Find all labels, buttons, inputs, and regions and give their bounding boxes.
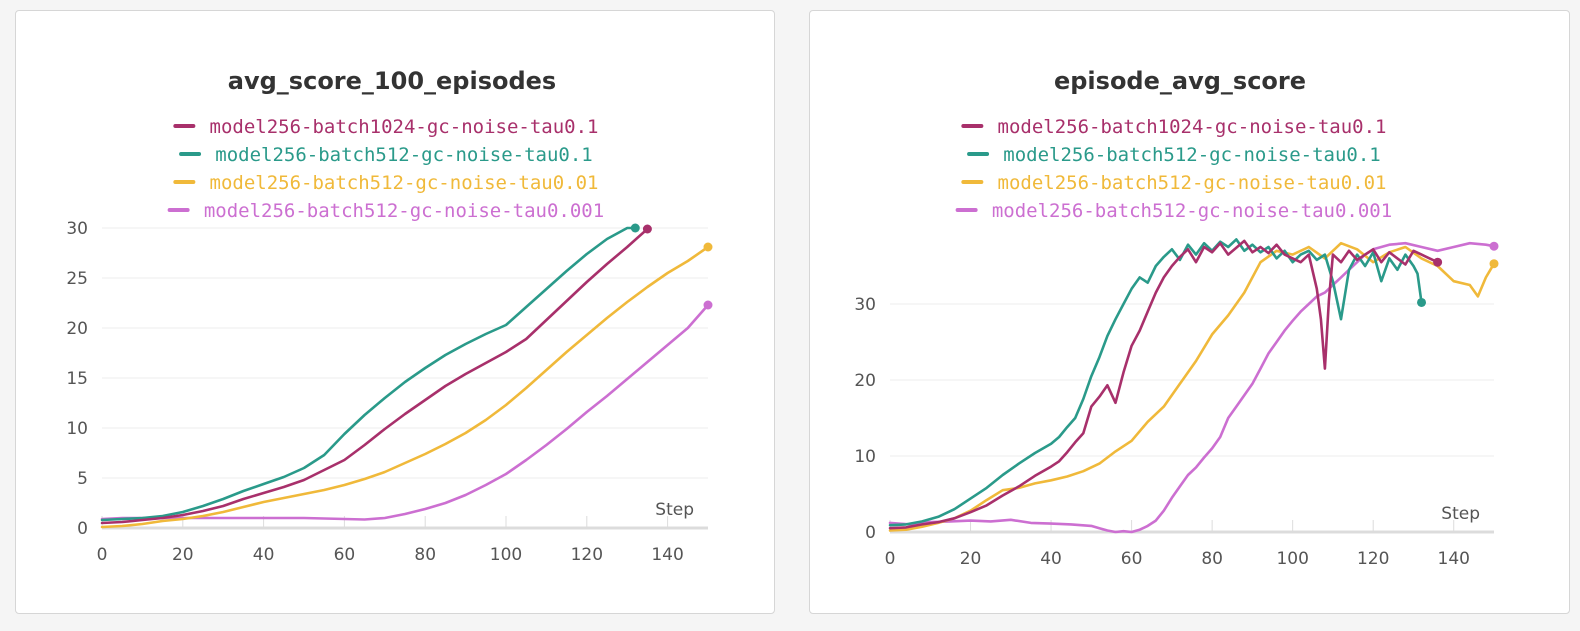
series-end-point[interactable] bbox=[1489, 259, 1499, 269]
y-tick-label: 15 bbox=[66, 369, 88, 389]
series-end-point[interactable] bbox=[703, 242, 713, 252]
chart-panel-avg-score-100-episodes: avg_score_100_episodes model256-batch1024… bbox=[15, 10, 775, 614]
y-tick-label: 20 bbox=[66, 319, 88, 339]
series-line[interactable] bbox=[100, 303, 710, 521]
series-end-point[interactable] bbox=[630, 223, 640, 233]
series-line[interactable] bbox=[100, 227, 649, 525]
y-tick-label: 5 bbox=[77, 469, 88, 489]
chart-title: avg_score_100_episodes bbox=[228, 67, 556, 95]
legend-item[interactable]: model256-batch512-gc-noise-tau0.001 bbox=[167, 200, 605, 222]
chart-panel-episode-avg-score: episode_avg_score model256-batch1024-gc-n… bbox=[809, 10, 1570, 614]
legend-item[interactable]: model256-batch1024-gc-noise-tau0.1 bbox=[173, 116, 599, 138]
legend-label: model256-batch512-gc-noise-tau0.1 bbox=[215, 144, 593, 166]
line-chart-avg-score-100-episodes: avg_score_100_episodes model256-batch1024… bbox=[66, 67, 713, 565]
series-line[interactable] bbox=[888, 238, 1423, 527]
x-tick-label: 0 bbox=[885, 549, 896, 569]
legend-label: model256-batch512-gc-noise-tau0.01 bbox=[998, 172, 1387, 194]
legend-item[interactable]: model256-batch512-gc-noise-tau0.01 bbox=[173, 172, 599, 194]
series-line[interactable] bbox=[100, 245, 710, 529]
y-tick-label: 10 bbox=[66, 419, 88, 439]
x-tick-label: 60 bbox=[334, 545, 356, 565]
legend-item[interactable]: model256-batch512-gc-noise-tau0.001 bbox=[955, 200, 1393, 222]
y-tick-label: 25 bbox=[66, 269, 88, 289]
series-line[interactable] bbox=[888, 241, 1496, 534]
x-tick-label: 80 bbox=[1201, 549, 1223, 569]
series-end-point[interactable] bbox=[703, 300, 713, 310]
legend-label: model256-batch1024-gc-noise-tau0.1 bbox=[210, 116, 599, 138]
legend-label: model256-batch512-gc-noise-tau0.01 bbox=[210, 172, 599, 194]
y-tick-label: 0 bbox=[77, 519, 88, 539]
x-tick-label: 40 bbox=[1040, 549, 1062, 569]
x-tick-label: 140 bbox=[1438, 549, 1470, 569]
x-tick-label: 140 bbox=[651, 545, 683, 565]
series-line[interactable] bbox=[100, 226, 637, 522]
y-tick-label: 30 bbox=[66, 219, 88, 239]
x-tick-label: 0 bbox=[97, 545, 108, 565]
legend-label: model256-batch512-gc-noise-tau0.001 bbox=[204, 200, 604, 222]
x-tick-label: 60 bbox=[1121, 549, 1143, 569]
x-tick-label: 20 bbox=[960, 549, 982, 569]
x-tick-label: 20 bbox=[172, 545, 194, 565]
y-tick-label: 0 bbox=[865, 523, 876, 543]
series-end-point[interactable] bbox=[1433, 257, 1443, 267]
series-end-point[interactable] bbox=[1417, 297, 1427, 307]
x-tick-label: 80 bbox=[414, 545, 436, 565]
x-tick-label: 100 bbox=[490, 545, 522, 565]
legend-item[interactable]: model256-batch512-gc-noise-tau0.1 bbox=[967, 144, 1381, 166]
x-tick-label: 100 bbox=[1276, 549, 1308, 569]
legend-label: model256-batch512-gc-noise-tau0.001 bbox=[992, 200, 1392, 222]
series-end-point[interactable] bbox=[1489, 241, 1499, 251]
legend-item[interactable]: model256-batch512-gc-noise-tau0.1 bbox=[179, 144, 593, 166]
line-chart-episode-avg-score: episode_avg_score model256-batch1024-gc-n… bbox=[854, 67, 1499, 569]
legend-label: model256-batch1024-gc-noise-tau0.1 bbox=[998, 116, 1387, 138]
y-tick-label: 20 bbox=[854, 371, 876, 391]
x-tick-label: 120 bbox=[1357, 549, 1389, 569]
x-tick-label: 120 bbox=[571, 545, 603, 565]
y-tick-label: 30 bbox=[854, 295, 876, 315]
series-end-point[interactable] bbox=[642, 224, 652, 234]
series-line[interactable] bbox=[888, 241, 1496, 532]
legend-item[interactable]: model256-batch512-gc-noise-tau0.01 bbox=[961, 172, 1387, 194]
x-axis-title: Step bbox=[655, 500, 694, 520]
y-tick-label: 10 bbox=[854, 447, 876, 467]
series-line[interactable] bbox=[888, 239, 1439, 530]
legend-label: model256-batch512-gc-noise-tau0.1 bbox=[1003, 144, 1381, 166]
x-axis-title: Step bbox=[1441, 504, 1480, 524]
legend-item[interactable]: model256-batch1024-gc-noise-tau0.1 bbox=[961, 116, 1387, 138]
x-tick-label: 40 bbox=[253, 545, 275, 565]
chart-title: episode_avg_score bbox=[1054, 67, 1306, 95]
